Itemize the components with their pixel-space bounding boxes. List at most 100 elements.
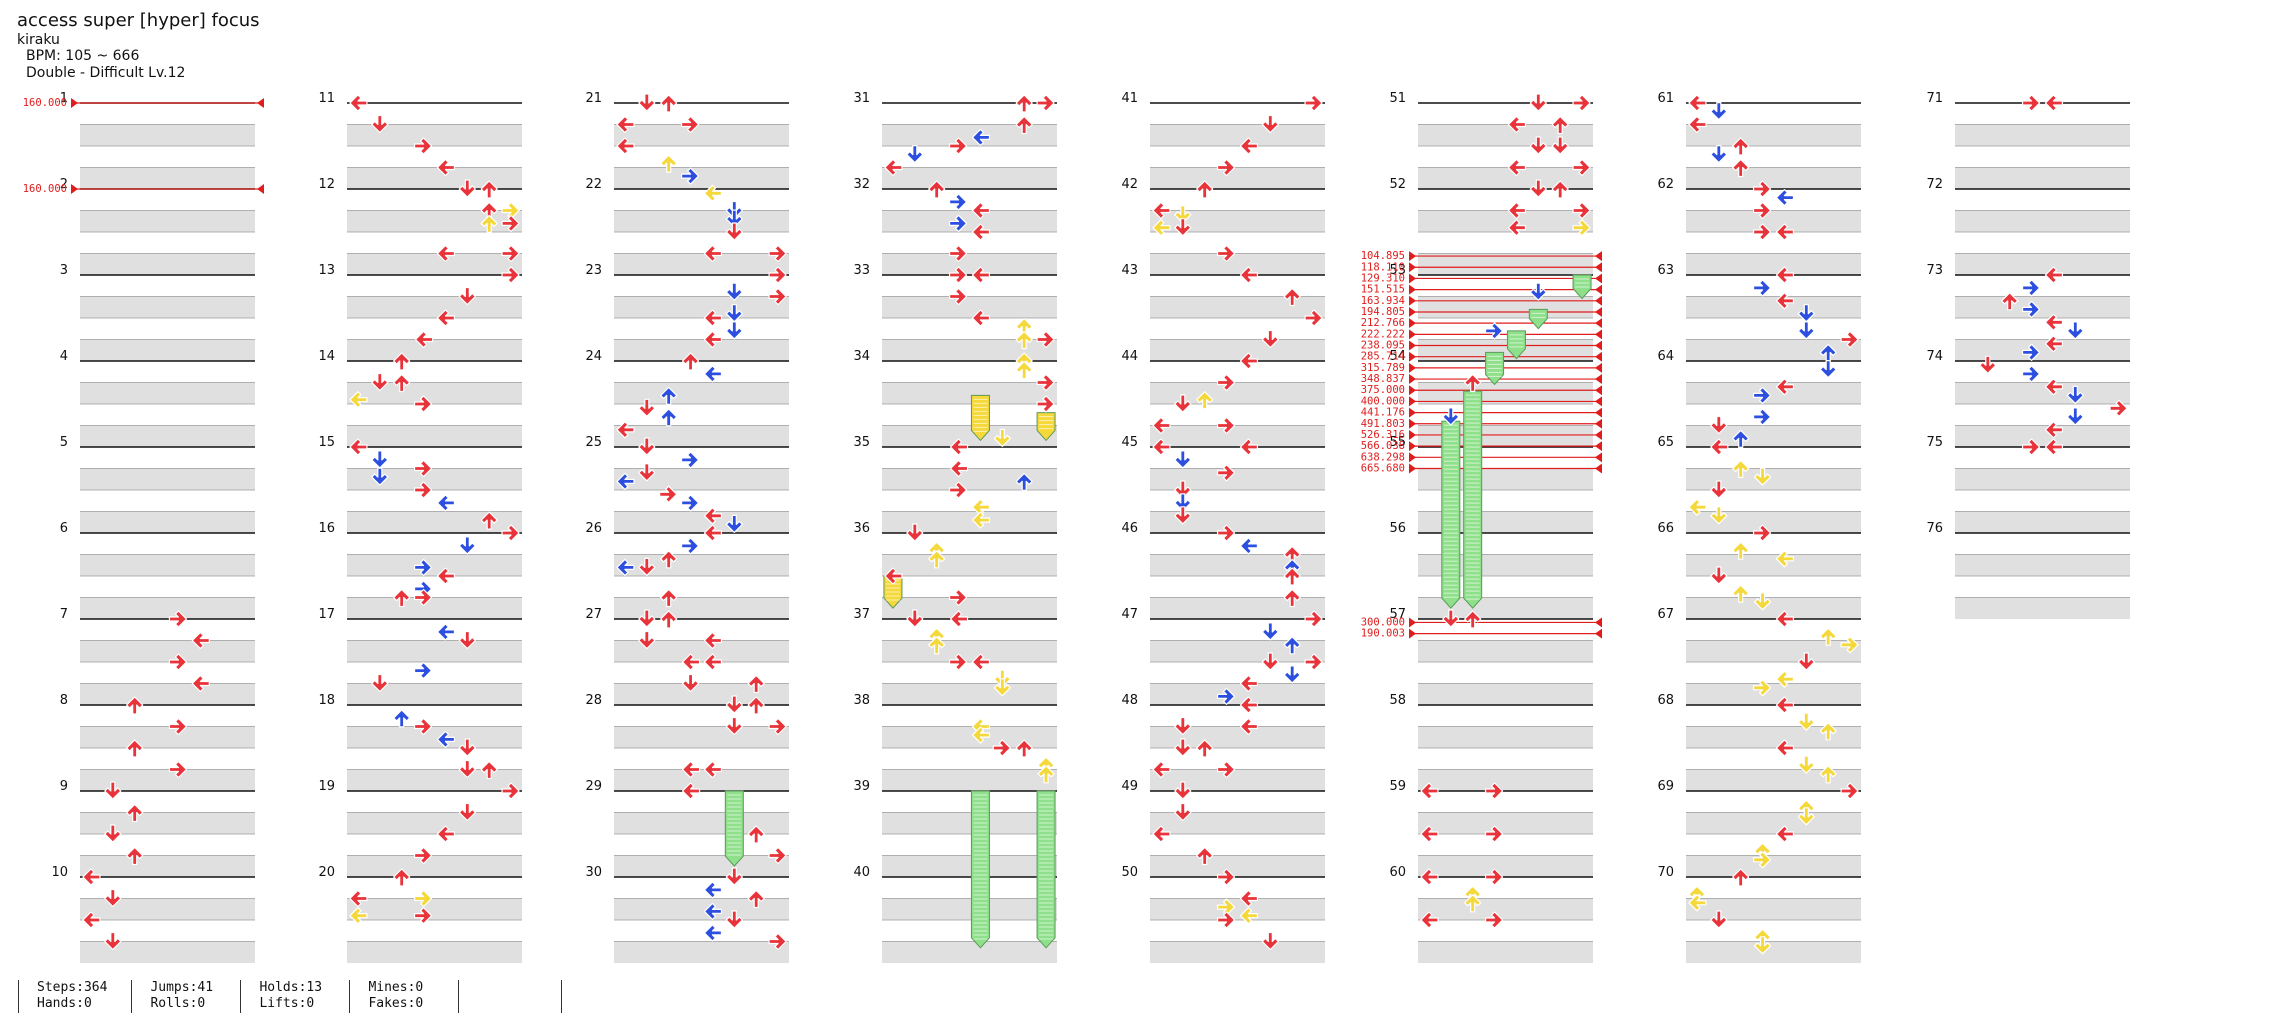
arrow-right-icon [413,846,433,865]
hold-body [1463,390,1483,609]
arrow-left-icon [703,184,723,202]
beat-band [1686,425,1861,447]
beat-band [1418,769,1593,791]
arrow-right-icon [1484,911,1504,929]
arrow-up-icon [928,550,946,569]
arrow-left-icon [1688,894,1707,912]
arrow-down-icon [1174,394,1192,413]
bpm-label: 190.003 [1361,628,1405,640]
arrow-up-icon [1732,584,1750,603]
beat-band [882,511,1057,533]
beat-band [1150,554,1325,576]
arrow-right-icon [168,717,188,736]
arrow-right-icon [413,717,433,736]
arrow-down-icon [1797,321,1815,340]
bpm-marker-right [1595,385,1602,396]
beat-band [1418,726,1593,748]
arrow-right-icon [680,115,700,134]
arrow-down-icon [104,781,122,800]
hold-body [1036,412,1056,442]
arrow-right-icon [768,932,787,951]
arrow-down-icon [638,398,656,417]
arrow-right-icon [948,653,968,671]
arrow-right-icon [1484,782,1504,800]
stats-cell-jumps: Jumps:41 Rolls:0 [131,980,240,1013]
arrow-left-icon [1239,907,1259,925]
measure-number: 24 [585,349,602,364]
measure-number: 35 [853,435,870,450]
bpm-label: 163.934 [1361,295,1405,307]
stats-cell-steps: Steps:364 Hands:0 [18,980,131,1013]
arrow-left-icon [1420,825,1439,843]
beat-band [614,554,789,576]
beat-band [882,210,1057,232]
beat-band [1418,640,1593,662]
measure-number: 75 [1926,435,1943,450]
stats-cell-empty [458,980,563,1013]
arrow-right-icon [948,137,968,155]
arrow-down-icon [1551,136,1569,155]
arrow-right-icon [680,537,700,555]
measure-number: 69 [1657,779,1674,794]
arrow-up-icon [1819,722,1837,741]
beat-band [347,425,522,447]
arrow-right-icon [1304,94,1323,112]
arrow-down-icon [1819,360,1837,379]
arrow-left-icon [2044,335,2064,353]
arrow-up-icon [1283,287,1301,307]
measure-number: 26 [585,521,602,536]
beat-band [347,511,522,533]
arrow-down-icon [371,467,389,486]
arrow-up-icon [393,868,411,887]
arrow-down-icon [1710,566,1728,585]
bpm-marker-left [1409,351,1416,362]
beat-band [614,339,789,361]
bpm-marker-left [1409,463,1416,474]
arrow-down-icon [638,609,656,628]
bpm-marker-right [1595,396,1602,407]
bpm-marker-left [1409,429,1416,440]
arrow-up-icon [480,214,498,233]
arrow-down-icon [1710,145,1728,164]
beat-band [80,511,255,533]
arrow-left-icon [1152,416,1171,435]
arrow-down-icon [1710,506,1728,525]
arrow-up-icon [1283,588,1301,608]
song-title: access super [hyper] focus [17,10,260,31]
arrow-down-icon [725,716,743,736]
beat-band [1955,124,2130,146]
measure-number: 48 [1121,693,1138,708]
measure-number: 5 [60,435,68,450]
beat-band [614,296,789,318]
arrow-down-icon [1797,712,1815,731]
beat-band [614,898,789,920]
bpm-marker-right [1595,284,1602,295]
bpm-marker-right [1595,429,1602,440]
bpm-marker-right [1595,362,1602,373]
beat-band [80,683,255,705]
arrow-up-icon [480,760,498,780]
beat-band [1418,898,1593,920]
measure-number: 67 [1657,607,1674,622]
arrow-right-icon [1484,322,1504,340]
beat-band [614,769,789,791]
arrow-up-icon [747,889,765,909]
arrow-down-icon [725,867,743,886]
arrow-left-icon [1688,94,1707,112]
arrow-down-icon [1797,807,1815,826]
beat-band [1418,683,1593,705]
beat-band [614,855,789,877]
arrow-down-icon [1261,329,1279,349]
arrow-right-icon [1036,395,1055,413]
arrow-down-icon [906,609,924,628]
beat-band [614,640,789,662]
arrow-up-icon [1464,373,1482,393]
arrow-right-icon [413,588,433,607]
measure-number: 22 [585,177,602,192]
bpm-marker-right [1595,628,1602,639]
arrow-down-icon [1710,910,1728,929]
beat-band [1686,339,1861,361]
arrow-up-icon [660,154,678,173]
bpm-marker-left [1409,385,1416,396]
measure-number: 19 [318,779,335,794]
